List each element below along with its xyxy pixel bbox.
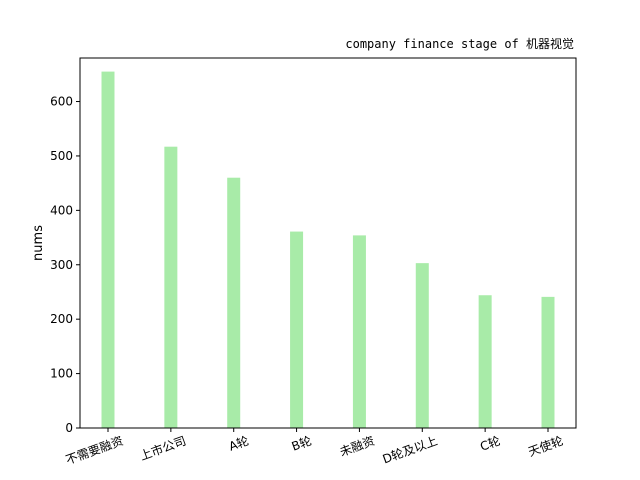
bar-不需要融资: [101, 71, 115, 429]
y-tick-label: 200: [50, 312, 73, 326]
bar-C轮: [478, 295, 492, 428]
x-tick-label: 天使轮: [526, 433, 565, 459]
bar-未融资: [352, 235, 366, 428]
y-tick-label: 100: [50, 367, 73, 381]
y-axis: 0 100 200 300 400 500 600: [50, 95, 80, 435]
x-tick-label: 上市公司: [138, 433, 188, 464]
y-axis-label: nums: [31, 225, 46, 261]
chart-title: company finance stage of 机器视觉: [345, 36, 574, 51]
y-tick-label: 0: [65, 421, 73, 435]
x-tick-label: C轮: [478, 434, 502, 454]
bar-天使轮: [541, 296, 555, 428]
bar-上市公司: [164, 146, 178, 429]
y-tick-label: 300: [50, 258, 73, 272]
x-tick-label: 未融资: [338, 434, 377, 459]
x-tick-label: A轮: [227, 434, 251, 454]
y-tick-label: 600: [50, 95, 73, 109]
x-tick-label: B轮: [290, 434, 314, 454]
x-tick-label: 不需要融资: [64, 434, 125, 468]
bar-B轮: [290, 231, 304, 428]
y-tick-label: 400: [50, 203, 73, 217]
bar-A轮: [227, 177, 241, 428]
y-tick-label: 500: [50, 149, 73, 163]
x-tick-label: D轮及以上: [381, 434, 440, 467]
bars-group: [101, 71, 555, 429]
bar-D轮及以上: [415, 263, 429, 428]
plot-frame: [79, 57, 577, 429]
x-axis: 不需要融资 上市公司 A轮 B轮 未融资 D轮及以上 C轮 天使轮: [64, 428, 565, 467]
